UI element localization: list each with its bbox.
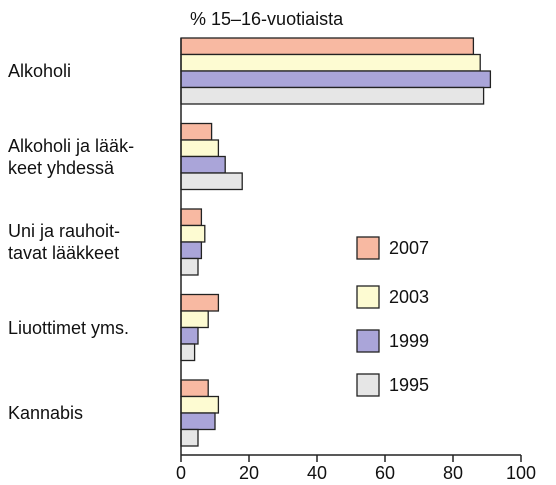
x-tick-label: 40 xyxy=(307,463,327,483)
bar xyxy=(180,224,206,243)
bar xyxy=(180,241,203,260)
bar xyxy=(180,208,203,227)
x-tick-label: 100 xyxy=(506,463,536,483)
category-label: Liuottimet yms. xyxy=(8,317,130,338)
x-tick-label: 80 xyxy=(443,463,463,483)
legend-label: 2003 xyxy=(389,287,429,307)
bar xyxy=(180,172,243,191)
axis-label: % 15–16-vuotiaista xyxy=(190,9,344,29)
bar xyxy=(180,412,216,431)
category-label: Kannabis xyxy=(8,403,84,423)
bar xyxy=(180,379,209,398)
x-tick-label: 0 xyxy=(176,463,186,483)
legend-swatch xyxy=(356,285,380,309)
bar xyxy=(180,86,485,105)
bar xyxy=(180,70,492,89)
legend-label: 2007 xyxy=(389,238,429,258)
bar xyxy=(180,343,196,362)
x-tick-label: 20 xyxy=(239,463,259,483)
bar xyxy=(180,257,199,276)
category-label: Alkoholi xyxy=(8,61,72,81)
bar xyxy=(180,155,226,174)
bar xyxy=(180,293,220,312)
legend-swatch xyxy=(356,329,380,353)
bar xyxy=(180,326,199,345)
x-tick-label: 60 xyxy=(375,463,395,483)
category-label: Alkoholi ja lääk- keet yhdessä xyxy=(8,135,135,178)
bar xyxy=(180,37,475,56)
bar xyxy=(180,53,481,72)
legend-label: 1995 xyxy=(389,375,429,395)
legend-swatch xyxy=(356,373,380,397)
bar xyxy=(180,428,199,447)
bar xyxy=(180,122,213,141)
legend-swatch xyxy=(356,236,380,260)
bar xyxy=(180,395,220,414)
bar xyxy=(180,139,220,158)
bar xyxy=(180,310,209,329)
legend-label: 1999 xyxy=(389,331,429,351)
category-label: Uni ja rauhoit- tavat lääkkeet xyxy=(8,221,121,263)
